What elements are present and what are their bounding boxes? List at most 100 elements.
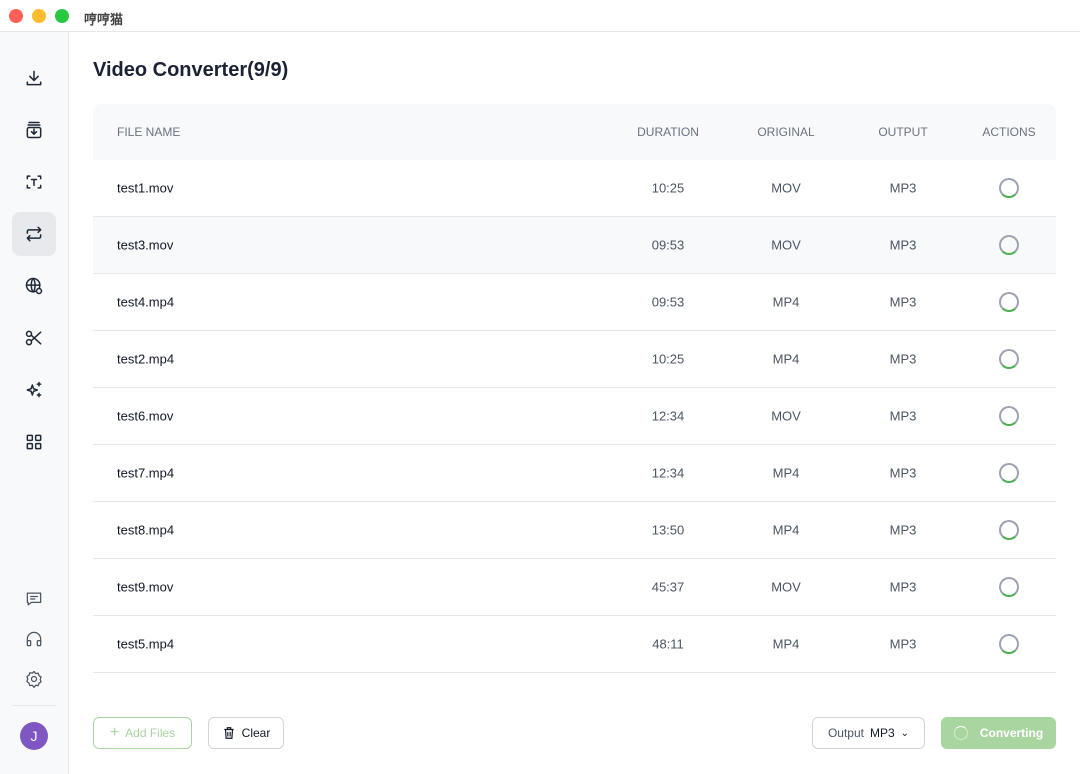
- sidebar-item-ai[interactable]: [12, 368, 56, 412]
- output-format: MP3: [889, 180, 917, 196]
- sparkles-icon: [26, 381, 42, 398]
- output-format: MP3: [889, 408, 917, 424]
- app-title: 哼哼猫: [84, 12, 124, 27]
- duration: 10:25: [651, 351, 685, 367]
- table-header: FILE NAME DURATION ORIGINAL OUTPUT ACTIO…: [93, 104, 1056, 160]
- duration: 12:34: [651, 465, 685, 481]
- original-format: MP4: [772, 351, 800, 367]
- sidebar-item-cut[interactable]: [12, 316, 56, 360]
- progress-spinner-icon: [999, 520, 1019, 540]
- original-format: MP4: [772, 636, 800, 652]
- duration: 48:11: [652, 636, 684, 652]
- sidebar-item-feedback[interactable]: [12, 577, 56, 621]
- sidebar-item-support[interactable]: [12, 617, 56, 661]
- progress-spinner-icon: [999, 292, 1019, 312]
- sidebar-item-settings[interactable]: [12, 657, 56, 701]
- original-format: MP4: [772, 465, 800, 481]
- original-format: MOV: [771, 237, 801, 253]
- progress-spinner-icon: [999, 178, 1019, 198]
- output-value: MP3: [869, 726, 895, 740]
- output-format-select[interactable]: Output MP3 ⌄: [812, 717, 925, 749]
- original-format: MOV: [771, 579, 801, 595]
- table-row: test2.mp4 10:25 MP4 MP3: [93, 331, 1056, 388]
- globe-search-icon: [25, 277, 43, 295]
- table-row: test1.mov 10:25 MOV MP3: [93, 160, 1056, 217]
- add-files-button[interactable]: + Add Files: [93, 717, 192, 749]
- spinner-icon: [953, 726, 968, 740]
- sidebar: J: [0, 32, 69, 774]
- duration: 10:25: [651, 180, 685, 196]
- header-output: OUTPUT: [878, 125, 928, 139]
- output-format: MP3: [889, 351, 917, 367]
- sidebar-divider: [12, 705, 56, 706]
- table-row: test5.mp4 48:11 MP4 MP3: [93, 616, 1056, 673]
- file-name: test7.mp4: [117, 465, 175, 481]
- duration: 13:50: [651, 522, 685, 538]
- sidebar-item-convert[interactable]: [12, 212, 56, 256]
- progress-spinner-icon: [999, 634, 1019, 654]
- duration: 09:53: [651, 294, 685, 310]
- table-row: test6.mov 12:34 MOV MP3: [93, 388, 1056, 445]
- duration: 09:53: [651, 237, 685, 253]
- output-format: MP3: [889, 579, 917, 595]
- sidebar-item-archive[interactable]: [12, 108, 56, 152]
- original-format: MP4: [772, 294, 800, 310]
- file-name: test6.mov: [117, 408, 174, 424]
- file-name: test8.mp4: [117, 522, 175, 538]
- file-name: test5.mp4: [117, 636, 175, 652]
- file-table: FILE NAME DURATION ORIGINAL OUTPUT ACTIO…: [93, 104, 1056, 673]
- header-original: ORIGINAL: [757, 125, 815, 139]
- output-format: MP3: [889, 522, 917, 538]
- archive-download-icon: [26, 121, 42, 139]
- original-format: MP4: [772, 522, 800, 538]
- sidebar-item-text[interactable]: [12, 160, 56, 204]
- file-name: test2.mp4: [117, 351, 175, 367]
- clear-button[interactable]: Clear: [208, 717, 284, 749]
- sidebar-item-globe[interactable]: [12, 264, 56, 308]
- progress-spinner-icon: [999, 349, 1019, 369]
- duration: 45:37: [651, 579, 685, 595]
- download-icon: [26, 70, 42, 86]
- convert-label: Converting: [979, 726, 1044, 740]
- table-row: test9.mov 45:37 MOV MP3: [93, 559, 1056, 616]
- scissors-icon: [25, 330, 42, 346]
- minimize-window-button[interactable]: [32, 9, 46, 23]
- file-name: test1.mov: [117, 180, 174, 196]
- duration: 12:34: [651, 408, 685, 424]
- title-bar: 哼哼猫: [0, 0, 1080, 32]
- table-row: test8.mp4 13:50 MP4 MP3: [93, 502, 1056, 559]
- close-window-button[interactable]: [9, 9, 23, 23]
- file-name: test9.mov: [117, 579, 174, 595]
- original-format: MOV: [771, 180, 801, 196]
- headset-icon: [26, 631, 42, 647]
- chevron-down-icon: ⌄: [900, 727, 910, 739]
- clear-label: Clear: [241, 726, 271, 740]
- table-row: test7.mp4 12:34 MP4 MP3: [93, 445, 1056, 502]
- progress-spinner-icon: [999, 577, 1019, 597]
- plus-icon: +: [109, 724, 120, 741]
- table-row: test3.mov 09:53 MOV MP3: [93, 217, 1056, 274]
- page-title: Video Converter(9/9): [93, 59, 289, 81]
- output-format: MP3: [889, 636, 917, 652]
- sidebar-item-apps[interactable]: [12, 420, 56, 464]
- sidebar-item-download[interactable]: [12, 56, 56, 100]
- header-duration: DURATION: [637, 125, 699, 139]
- file-name: test3.mov: [117, 237, 174, 253]
- convert-icon: [26, 226, 42, 242]
- maximize-window-button[interactable]: [55, 9, 69, 23]
- avatar[interactable]: J: [20, 722, 48, 750]
- trash-icon: [223, 727, 234, 739]
- text-scan-icon: [26, 175, 42, 189]
- grid-icon: [26, 434, 42, 450]
- progress-spinner-icon: [999, 406, 1019, 426]
- output-label: Output: [827, 726, 864, 740]
- original-format: MOV: [771, 408, 801, 424]
- output-format: MP3: [889, 237, 917, 253]
- settings-icon: [26, 670, 42, 688]
- header-actions: ACTIONS: [982, 125, 1036, 139]
- progress-spinner-icon: [999, 235, 1019, 255]
- convert-button[interactable]: Converting: [941, 717, 1056, 749]
- add-files-label: Add Files: [125, 726, 176, 740]
- table-row: test4.mp4 09:53 MP4 MP3: [93, 274, 1056, 331]
- message-icon: [26, 592, 42, 606]
